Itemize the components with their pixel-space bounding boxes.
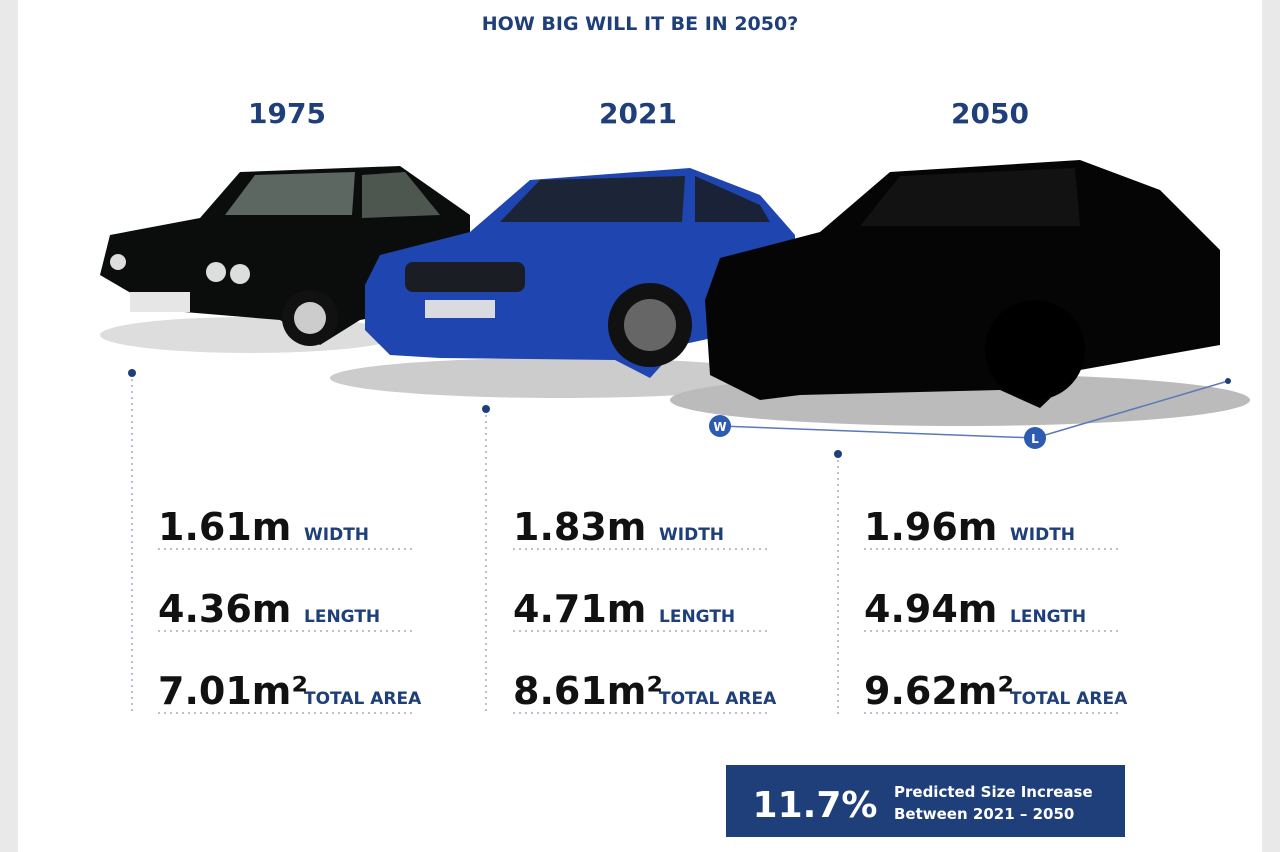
car-2021: [330, 168, 795, 398]
year: 2021: [599, 97, 677, 130]
callout-line: Between 2021 – 2050: [894, 805, 1074, 823]
leader-dot: [834, 450, 842, 458]
stat-value: 4.71m: [513, 587, 646, 631]
stat-value: 8.61m²: [513, 669, 663, 713]
length-marker: L: [1031, 432, 1039, 446]
stat-label: WIDTH: [659, 525, 724, 545]
callout-value: 11.7%: [753, 785, 878, 826]
stat-value: 9.62m²: [864, 669, 1014, 713]
stat-label: LENGTH: [1010, 607, 1086, 627]
title: HOW BIG WILL IT BE IN 2050?: [482, 13, 798, 35]
callout-box: [726, 765, 1125, 837]
stat-label: TOTAL AREA: [304, 689, 422, 709]
stat-label: TOTAL AREA: [1010, 689, 1128, 709]
year: 2050: [951, 97, 1029, 130]
stat-value: 1.96m: [864, 505, 997, 549]
dimension-markers: W L: [709, 378, 1231, 449]
stat-value: 1.61m: [158, 505, 291, 549]
panel: [18, 0, 1262, 852]
stat-value: 7.01m²: [158, 669, 308, 713]
stat-label: LENGTH: [304, 607, 380, 627]
stat-label: TOTAL AREA: [659, 689, 777, 709]
callout-line: Predicted Size Increase: [894, 783, 1093, 801]
car-2050: [670, 160, 1250, 426]
stat-value: 1.83m: [513, 505, 646, 549]
leader-dot: [482, 405, 490, 413]
year: 1975: [248, 97, 326, 130]
leader-dot: [128, 369, 136, 377]
width-marker: W: [713, 420, 726, 434]
stat-label: WIDTH: [1010, 525, 1075, 545]
stat-value: 4.94m: [864, 587, 997, 631]
stat-label: WIDTH: [304, 525, 369, 545]
stat-label: LENGTH: [659, 607, 735, 627]
stat-value: 4.36m: [158, 587, 291, 631]
